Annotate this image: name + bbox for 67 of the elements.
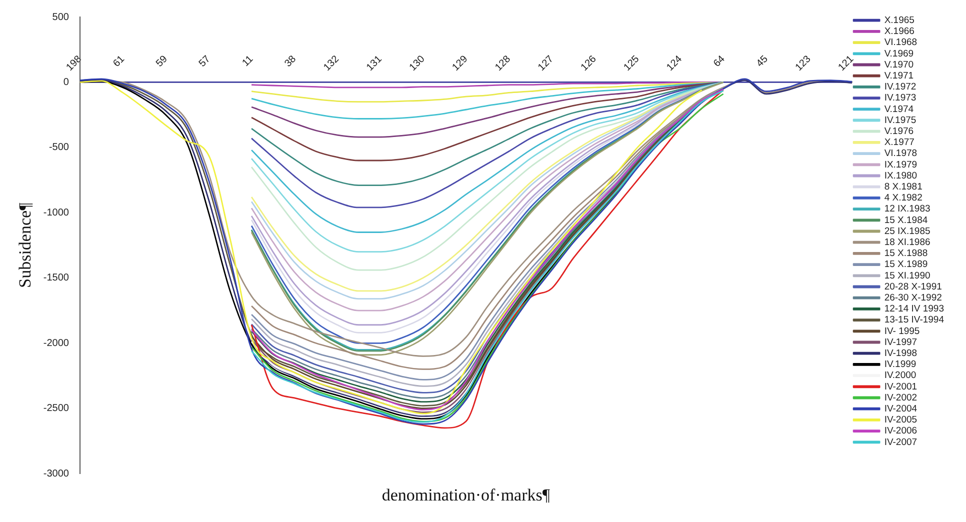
legend-label: 15 X.1988	[884, 248, 928, 260]
x-tick-label: 131	[364, 53, 385, 74]
legend-label: IV-2006	[884, 426, 918, 437]
legend-label: 15 X.1989	[884, 259, 928, 270]
legend-label: V.1974	[884, 104, 914, 115]
legend-label: 20-28 X-1991	[884, 281, 942, 292]
legend-label: 8 X.1981	[884, 181, 922, 192]
legend-label: IV.1972	[884, 82, 916, 93]
legend-label: IV.1999	[884, 359, 916, 370]
legend-label: IV-2004	[884, 403, 918, 414]
legend-label: X.1966	[884, 26, 914, 38]
legend-label: 4 X.1982	[884, 192, 922, 204]
legend-label: IV-2005	[884, 414, 918, 426]
x-tick-label: 59	[154, 53, 170, 70]
y-tick-label: -3000	[43, 468, 70, 480]
x-tick-label: 11	[240, 53, 256, 69]
legend-label: VI.1978	[884, 148, 918, 160]
x-tick-label: 124	[664, 53, 685, 74]
legend-label: V.1969	[884, 48, 914, 60]
x-tick-label: 132	[322, 53, 342, 74]
x-tick-label: 45	[754, 53, 771, 70]
y-axis-title: Subsidence¶	[16, 202, 35, 288]
legend-label: V.1971	[884, 70, 914, 82]
x-tick-label: 57	[197, 53, 214, 70]
x-tick-label: 121	[836, 53, 856, 74]
legend-label: X.1977	[884, 137, 914, 148]
x-tick-label: 128	[493, 53, 514, 74]
legend-label: IV-1997	[884, 336, 918, 348]
legend-label: V.1976	[884, 126, 914, 137]
y-tick-label: 500	[52, 12, 70, 23]
y-tick-label: 0	[63, 76, 70, 88]
legend-label: IX.1979	[884, 159, 918, 170]
legend-label: IV.1973	[884, 92, 916, 104]
legend-label: IV-2001	[884, 381, 918, 392]
y-tick-label: -2500	[43, 403, 70, 414]
legend-label: IX.1980	[884, 170, 918, 182]
legend-label: IV.2000	[884, 370, 916, 382]
x-tick-label: 130	[408, 53, 428, 74]
legend-label: 26-30 X-1992	[884, 292, 942, 304]
x-tick-label: 129	[450, 53, 470, 74]
legend-label: 18 XI.1986	[884, 236, 930, 248]
legend-label: IV-2007	[884, 436, 918, 448]
x-tick-label: 61	[111, 53, 128, 70]
legend-label: 13-15 IV-1994	[884, 314, 944, 326]
x-tick-label: 127	[536, 53, 556, 74]
legend-label: IV.1975	[884, 114, 916, 126]
legend-label: X.1965	[884, 14, 914, 26]
y-tick-label: -500	[48, 142, 70, 154]
x-axis-title: denomination·of·marks¶	[382, 485, 550, 504]
legend-label: IV-2002	[884, 392, 918, 404]
legend-label: 15 X.1984	[884, 214, 928, 226]
legend-label: 15 XI.1990	[884, 270, 930, 282]
x-tick-label: 38	[282, 53, 299, 70]
y-tick-label: -1500	[43, 272, 70, 284]
legend-label: 12-14 IV 1993	[884, 304, 944, 315]
legend-label: 12 IX.1983	[884, 204, 930, 215]
y-tick-label: -2000	[43, 338, 70, 349]
x-tick-label: 126	[579, 53, 600, 74]
legend-label: V.1970	[884, 59, 914, 70]
x-tick-label: 123	[794, 53, 814, 74]
legend-label: IV-1998	[884, 348, 918, 359]
legend-label: IV- 1995	[884, 326, 920, 337]
legend-label: 25 IX.1985	[884, 226, 930, 237]
x-tick-label: 125	[622, 53, 642, 74]
y-tick-label: -1000	[43, 207, 70, 218]
x-tick-label: 64	[712, 53, 728, 70]
legend-label: VI.1968	[884, 37, 918, 48]
